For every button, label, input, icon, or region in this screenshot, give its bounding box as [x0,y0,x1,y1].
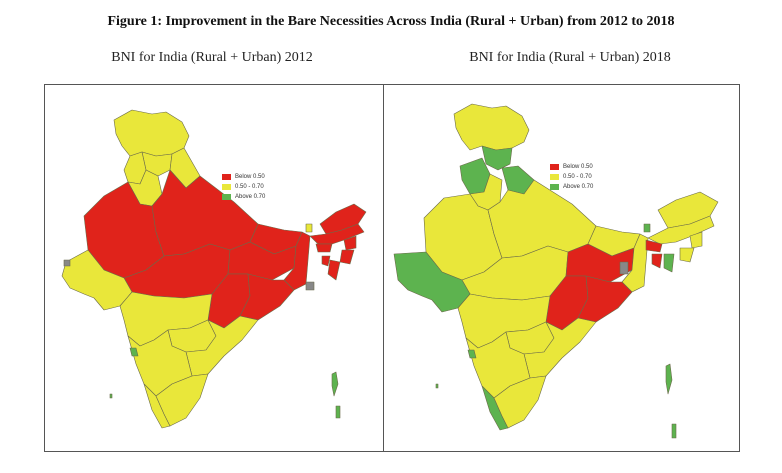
region-assam [647,215,715,245]
region-goa [129,347,139,357]
map-2018 [393,103,719,439]
region-nicobar [335,405,341,419]
region-gujarat [393,251,471,313]
region-meghalaya [645,239,663,253]
region-karnataka [465,331,531,399]
legend-swatch-mid [222,184,231,190]
region-himachal [481,145,513,171]
legend-item-above: Above 0.70 [222,192,265,202]
map-2018-subtitle: BNI for India (Rural + Urban) 2018 [469,50,671,65]
region-andaman [665,363,673,395]
region-andhra-pradesh [523,317,597,379]
legend-item-below: Below 0.50 [222,172,265,182]
map-2012 [61,109,367,429]
legend-item-mid: 0.50 - 0.70 [222,182,265,192]
region-kolkata [305,281,315,291]
region-manipur [339,249,355,265]
region-odisha [577,275,633,323]
region-sikkim [643,223,651,233]
legend-swatch-mid [550,174,559,180]
region-tripura [321,255,331,267]
region-mizoram [327,259,341,281]
region-tripura [651,253,663,269]
region-tamil-nadu [155,373,209,427]
legend-item-above: Above 0.70 [550,182,593,192]
region-lakshadweep [435,383,439,389]
region-lakshadweep [109,393,113,399]
figure-title: Figure 1: Improvement in the Bare Necess… [107,14,675,29]
region-jammu-kashmir [453,103,530,151]
map-2018-legend: Below 0.50 0.50 - 0.70 Above 0.70 [550,162,593,192]
region-andhra-pradesh [185,315,259,377]
region-meghalaya [315,243,333,253]
region-odisha [239,273,295,321]
region-karnataka [127,329,193,397]
region-goa [467,349,477,359]
region-tamil-nadu [493,375,547,429]
region-daman [63,259,71,267]
region-nagaland [689,231,703,249]
region-nagaland [343,235,357,251]
map-2012-subtitle: BNI for India (Rural + Urban) 2012 [111,50,313,65]
legend-swatch-above [550,184,559,190]
region-jammu-kashmir [113,109,190,157]
legend-item-below: Below 0.50 [550,162,593,172]
region-andaman [331,371,339,397]
legend-swatch-below [222,174,231,180]
region-gujarat [61,249,133,311]
legend-swatch-above [222,194,231,200]
panel-divider [383,84,384,452]
region-kolkata [619,261,629,275]
region-nicobar [671,423,677,439]
map-2012-legend: Below 0.50 0.50 - 0.70 Above 0.70 [222,172,265,202]
legend-item-mid: 0.50 - 0.70 [550,172,593,182]
legend-swatch-below [550,164,559,170]
region-sikkim [305,223,313,233]
region-mizoram [663,253,675,273]
region-manipur [679,247,695,263]
